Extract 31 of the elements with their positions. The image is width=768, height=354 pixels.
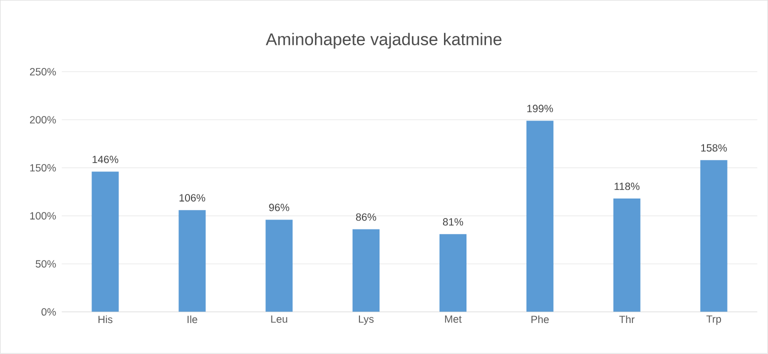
x-tick-label: Met	[445, 316, 462, 323]
bar	[439, 234, 467, 312]
y-tick-label: 0%	[42, 308, 56, 316]
data-label: 158%	[701, 144, 727, 152]
data-label: 118%	[614, 182, 640, 190]
y-tick-label: 200%	[30, 116, 56, 124]
x-tick-label: Phe	[531, 316, 549, 324]
x-tick-label: His	[98, 316, 112, 324]
y-tick-label: 100%	[30, 212, 56, 220]
bar	[266, 220, 293, 312]
bar	[613, 198, 640, 312]
chart-title: Aminohapete vajaduse katmine	[266, 33, 502, 49]
data-label: 199%	[527, 104, 553, 112]
x-tick-label: Ile	[188, 316, 198, 324]
bar	[92, 172, 119, 312]
y-tick-label: 150%	[30, 164, 56, 172]
x-tick-label: Lys	[358, 316, 374, 325]
data-label: 96%	[269, 204, 290, 212]
bar	[700, 160, 728, 312]
data-label: 106%	[180, 194, 206, 202]
data-label: 86%	[356, 214, 376, 221]
y-tick-label: 50%	[36, 260, 56, 268]
x-tick-label: Leu	[271, 316, 288, 323]
bar	[526, 120, 554, 312]
bar	[352, 229, 380, 312]
x-tick-label: Thr	[619, 316, 635, 324]
x-tick-label: Trp	[706, 316, 722, 325]
data-label: 146%	[92, 156, 118, 164]
y-tick-label: 250%	[30, 68, 56, 76]
data-label: 81%	[442, 218, 464, 226]
bar	[178, 210, 206, 312]
